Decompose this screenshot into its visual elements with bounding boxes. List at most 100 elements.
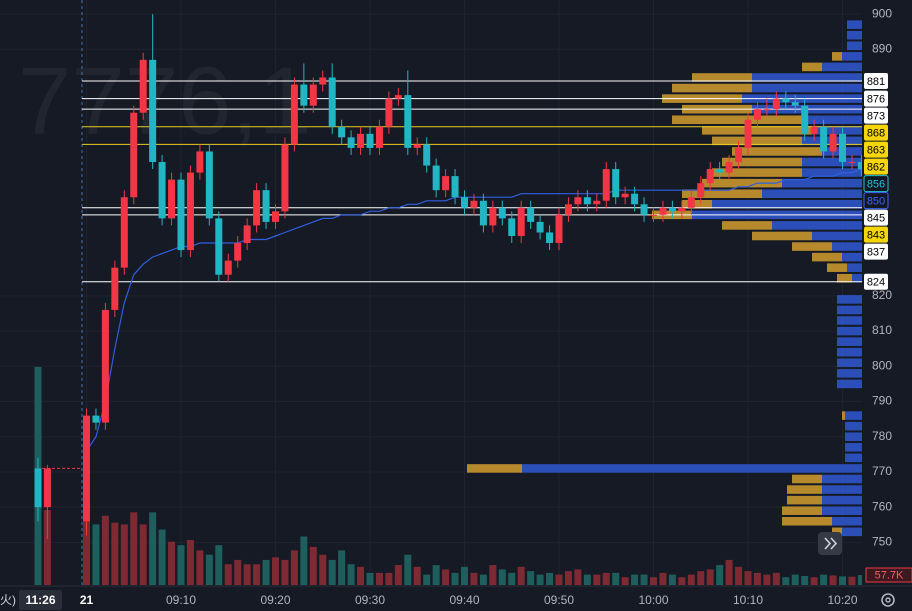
profile-sell: [787, 495, 822, 505]
profile-sell: [682, 189, 762, 198]
candle-body: [196, 151, 204, 173]
volume-bar: [479, 574, 487, 585]
candle-body: [810, 126, 818, 134]
volume-bar: [149, 512, 157, 585]
volume-bar: [130, 512, 138, 585]
candle-body: [782, 98, 790, 103]
profile-buy: [762, 189, 862, 198]
price-badge-label: 856: [867, 179, 885, 191]
session-label: 火): [0, 593, 16, 607]
profile-sell: [802, 62, 822, 72]
x-tick-label: 10:10: [733, 593, 763, 607]
profile-buy: [847, 20, 862, 29]
candle-body: [111, 267, 119, 310]
profile-buy: [812, 126, 862, 135]
volume-bar: [612, 572, 620, 585]
profile-sell: [792, 242, 832, 251]
volume-bar: [650, 577, 657, 585]
profile-buy: [837, 369, 862, 378]
candle-body: [309, 84, 317, 106]
profile-buy: [812, 231, 862, 241]
candle-body: [772, 98, 780, 110]
candle-body: [177, 179, 185, 251]
candle-body: [839, 133, 846, 163]
candle-body: [139, 59, 147, 113]
volume-bar: [687, 574, 695, 585]
price-badge-label: 824: [867, 277, 885, 289]
candle-body: [631, 193, 639, 205]
price-badge: [864, 107, 888, 124]
candle-body: [621, 193, 629, 198]
candle-body: [300, 84, 308, 106]
candle-body: [555, 214, 563, 244]
volume-bar: [253, 564, 261, 585]
volume-bar: [375, 572, 383, 585]
volume-bar: [158, 529, 166, 585]
candle-body: [659, 207, 667, 215]
candle-body: [130, 112, 138, 198]
volume-bar: [224, 564, 232, 585]
volume-bar: [631, 574, 639, 585]
profile-buy: [845, 453, 862, 463]
profile-buy: [752, 83, 862, 93]
profile-buy: [822, 62, 862, 72]
price-badge-label: 881: [867, 76, 885, 88]
profile-buy: [842, 527, 862, 537]
profile-sell: [672, 83, 752, 93]
profile-buy: [832, 516, 862, 526]
candle-body: [442, 176, 450, 191]
volume-bar: [621, 577, 629, 585]
candle-body: [149, 59, 157, 163]
candle-body: [593, 200, 601, 205]
price-badge-label: 845: [867, 213, 885, 225]
volume-bar: [735, 566, 743, 585]
profile-buy: [822, 485, 862, 494]
profile-sell: [792, 474, 822, 484]
profile-sell: [812, 252, 842, 262]
candle-body: [508, 218, 516, 236]
candle-body: [186, 172, 194, 251]
candle-body: [763, 109, 771, 111]
price-badge: [863, 175, 889, 193]
volume-bar: [763, 574, 771, 585]
candle-body: [83, 415, 90, 522]
price-badge: [864, 158, 888, 175]
candle-body: [753, 109, 761, 120]
volume-bar: [432, 565, 440, 585]
volume-bar: [716, 565, 724, 585]
profile-sell: [732, 147, 822, 156]
volume-bar: [820, 574, 828, 585]
profile-buy: [752, 73, 862, 82]
cursor-time-box: [19, 590, 62, 610]
candle-body: [243, 225, 251, 244]
volume-bar: [772, 572, 780, 585]
profile-buy: [837, 326, 862, 336]
candle-body: [479, 200, 487, 226]
scroll-button[interactable]: [818, 532, 842, 555]
profile-buy: [772, 221, 862, 230]
candle-body: [716, 169, 724, 173]
volume-bar: [508, 572, 516, 585]
candle-body: [290, 84, 298, 145]
price-badge-label: 837: [867, 247, 885, 259]
candle-body: [461, 197, 468, 208]
candle-body: [536, 221, 544, 233]
volume-bar: [583, 574, 591, 585]
profile-sell: [832, 527, 842, 537]
price-badge: [864, 141, 888, 158]
profile-buy: [837, 379, 862, 389]
candle-body: [92, 415, 100, 423]
profile-buy: [845, 411, 862, 420]
candle-body: [735, 147, 743, 163]
volume-bar: [659, 572, 667, 585]
volume-bar: [810, 577, 818, 585]
price-badge: [863, 192, 889, 210]
volume-bar: [574, 569, 582, 585]
candle-body: [101, 309, 109, 423]
settings-button[interactable]: [881, 593, 895, 607]
candle-body: [612, 169, 620, 198]
profile-sell: [712, 168, 802, 177]
volume-bar: [111, 522, 119, 585]
candle-body: [820, 126, 828, 152]
volume-bar: [470, 572, 478, 585]
